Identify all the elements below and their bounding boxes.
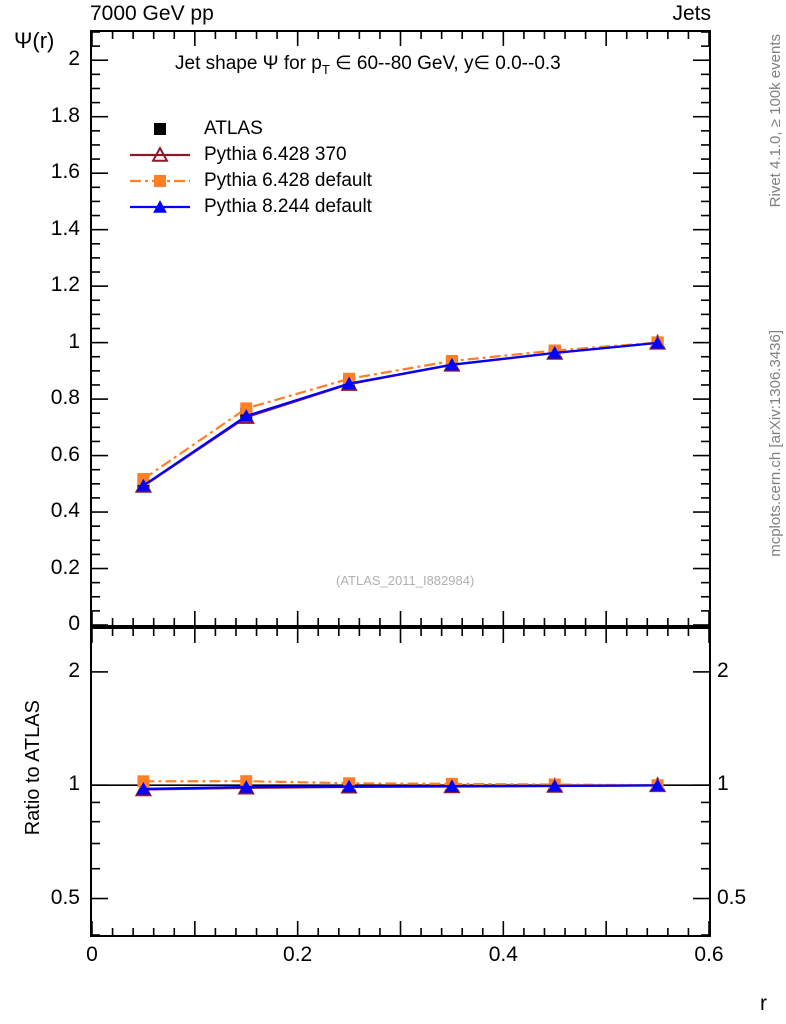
ratio-y-tick-label: 0.5 <box>717 885 747 909</box>
ratio-series-line <box>143 780 658 787</box>
data-marker <box>240 402 253 415</box>
data-marker <box>342 376 356 390</box>
plot-title-subscript: T <box>321 61 330 77</box>
header-category-label: Jets <box>672 2 711 25</box>
y-tick-label: 0 <box>68 612 80 635</box>
data-marker <box>136 478 151 492</box>
main-y-axis-title: Ψ(r) <box>14 28 55 53</box>
y-tick-label: 1.6 <box>50 160 80 184</box>
legend-item[interactable]: Pythia 6.428 370 <box>128 142 428 168</box>
data-marker <box>153 200 167 213</box>
y-tick-label: 1.8 <box>50 103 80 127</box>
analysis-id-watermark: (ATLAS_2011_I882984) <box>336 573 475 588</box>
y-tick-label: 0.6 <box>50 442 80 466</box>
rivet-credit-label: Rivet 4.1.0, ≥ 100k events <box>767 34 784 208</box>
x-axis-title: r <box>760 992 767 1015</box>
legend-label: Pythia 6.428 370 <box>204 144 347 165</box>
ratio-plot-canvas <box>92 629 709 935</box>
data-marker <box>137 775 150 788</box>
ratio-series-line <box>143 784 658 790</box>
legend-item[interactable]: Pythia 6.428 default <box>128 168 428 194</box>
data-marker <box>239 409 254 422</box>
series-line <box>142 341 658 480</box>
ratio-plot-panel <box>90 627 711 937</box>
ratio-y-tick-label: 0.5 <box>50 885 80 909</box>
legend-key-triangle-open-icon <box>128 142 192 168</box>
y-tick-label: 0.2 <box>50 555 80 579</box>
header-beam-label: 7000 GeV pp <box>90 2 214 25</box>
legend-key-square-filled-icon <box>128 168 192 194</box>
x-tick-label: 0.6 <box>694 943 724 966</box>
ratio-y-tick-label: 2 <box>68 658 80 682</box>
legend-key-triangle-filled-icon <box>128 194 192 220</box>
y-tick-label: 0.4 <box>50 499 80 523</box>
legend-item[interactable]: Pythia 8.244 default <box>128 194 428 220</box>
plot-title: Jet shape Ψ for pT ∈ 60--80 GeV, y∈ 0.0-… <box>175 52 561 77</box>
y-tick-label: 1.4 <box>50 216 80 240</box>
y-tick-label: 1.2 <box>50 273 80 297</box>
legend-key-square-filled-icon <box>128 116 192 142</box>
data-marker <box>650 336 665 349</box>
x-tick-label: 0.4 <box>488 943 518 966</box>
data-marker <box>151 146 169 162</box>
data-marker <box>342 779 356 793</box>
y-tick-label: 1 <box>68 329 80 353</box>
main-plot-panel <box>90 30 711 627</box>
ratio-y-tick-label: 1 <box>68 772 80 796</box>
ratio-y-tick-label: 2 <box>717 658 729 682</box>
data-marker <box>547 778 562 792</box>
data-marker <box>445 779 459 792</box>
ratio-y-tick-label: 1 <box>717 772 729 796</box>
y-tick-label: 2 <box>68 47 80 71</box>
data-marker <box>239 780 254 793</box>
data-marker <box>154 175 166 187</box>
legend-label: Pythia 6.428 default <box>204 170 372 191</box>
plot-title-pre: Jet shape Ψ for p <box>175 53 322 74</box>
legend-label: ATLAS <box>204 118 263 139</box>
mcplots-credit-label: mcplots.cern.ch [arXiv:1306.3436] <box>767 330 784 557</box>
data-marker <box>650 778 665 792</box>
legend-item[interactable]: ATLAS <box>128 116 428 142</box>
series-line <box>142 341 658 487</box>
data-marker <box>547 345 562 359</box>
ratio-y-axis-title: Ratio to ATLAS <box>22 700 44 836</box>
x-tick-label: 0 <box>86 943 98 966</box>
data-marker <box>136 781 151 795</box>
series-line <box>142 341 658 487</box>
plot-title-post: ∈ 60--80 GeV, y∈ 0.0--0.3 <box>329 53 561 74</box>
data-marker <box>154 123 166 135</box>
main-plot-canvas <box>92 32 709 625</box>
legend: ATLAS Pythia 6.428 370 Pythia 6.428 defaul… <box>128 116 428 220</box>
data-marker <box>445 357 459 371</box>
legend-label: Pythia 8.244 default <box>204 196 372 217</box>
x-tick-label: 0.2 <box>283 943 313 966</box>
y-tick-label: 0.8 <box>50 386 80 410</box>
